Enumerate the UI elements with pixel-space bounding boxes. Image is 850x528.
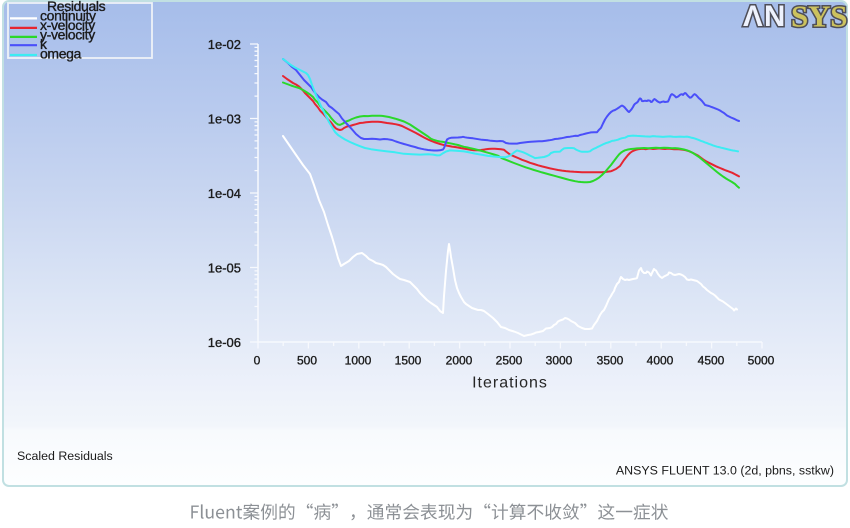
svg-text:Iterations: Iterations — [472, 375, 548, 392]
svg-text:2500: 2500 — [496, 353, 523, 367]
svg-text:4500: 4500 — [698, 353, 725, 367]
svg-text:1e-04: 1e-04 — [208, 186, 241, 201]
svg-text:1e-05: 1e-05 — [208, 260, 241, 275]
svg-text:omega: omega — [40, 46, 82, 62]
svg-text:SYS: SYS — [791, 0, 847, 34]
svg-text:1e-03: 1e-03 — [208, 111, 241, 126]
svg-text:5000: 5000 — [748, 353, 775, 367]
svg-text:500: 500 — [297, 353, 317, 367]
svg-text:ANSYS FLUENT 13.0 (2d, pbns, s: ANSYS FLUENT 13.0 (2d, pbns, sstkw) — [616, 464, 834, 478]
svg-text:4000: 4000 — [647, 353, 674, 367]
svg-text:continuity: continuity — [40, 8, 96, 24]
svg-text:3000: 3000 — [546, 353, 573, 367]
svg-text:1e-02: 1e-02 — [208, 37, 241, 52]
svg-text:1e-06: 1e-06 — [208, 335, 241, 350]
svg-text:ΛN: ΛN — [743, 0, 787, 33]
svg-text:k: k — [40, 36, 48, 52]
svg-text:x-velocity: x-velocity — [40, 17, 95, 33]
svg-text:y-velocity: y-velocity — [40, 27, 95, 43]
svg-text:Scaled Residuals: Scaled Residuals — [17, 449, 113, 463]
svg-text:SYS: SYS — [791, 0, 847, 34]
svg-text:Residuals: Residuals — [47, 0, 106, 14]
svg-text:ΛN: ΛN — [743, 0, 787, 33]
svg-text:3500: 3500 — [597, 353, 624, 367]
svg-text:1500: 1500 — [395, 353, 422, 367]
svg-text:1000: 1000 — [345, 353, 372, 367]
svg-text:0: 0 — [254, 353, 261, 367]
svg-text:2000: 2000 — [446, 353, 473, 367]
